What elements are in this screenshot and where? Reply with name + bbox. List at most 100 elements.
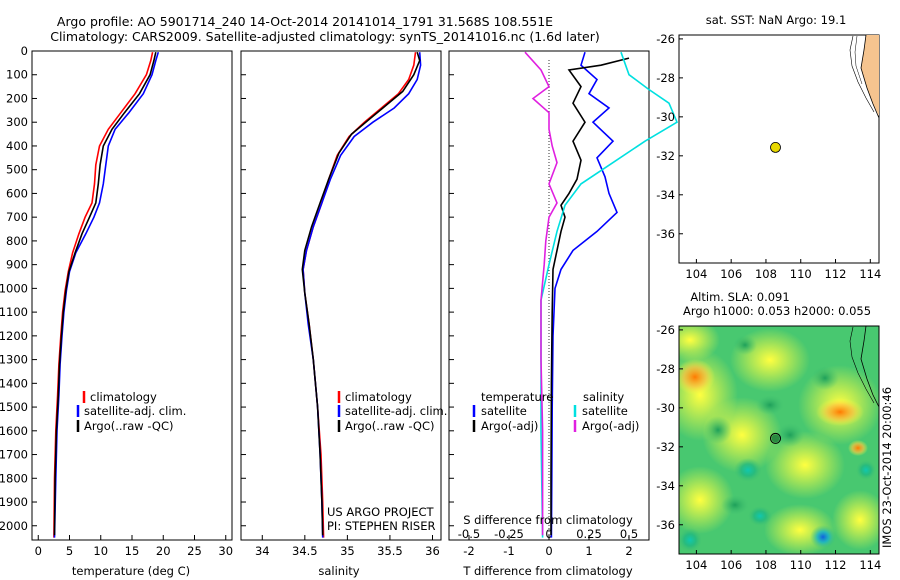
depth-tick-label: 200 bbox=[6, 91, 28, 105]
legend-label-climatology: climatology bbox=[90, 390, 157, 404]
legend-label-t-satellite: satellite bbox=[481, 404, 527, 418]
coastline-outline bbox=[860, 326, 879, 408]
latitude-tick-label: -32 bbox=[656, 440, 675, 454]
argo-float-position-marker bbox=[770, 432, 781, 444]
sla-low-patch bbox=[756, 395, 784, 415]
difference-panel: -2 -1 0 1 2 -0.5 -0.25 0 0.25 0.5 temperature sa… bbox=[448, 50, 679, 578]
longitude-tick-label: 112 bbox=[825, 558, 847, 572]
series-line-s-satellite bbox=[540, 51, 679, 538]
legend-header-temperature: temperature bbox=[481, 390, 553, 404]
legend-label-argo: Argo(..raw -QC) bbox=[345, 419, 435, 433]
sla-high-patch bbox=[679, 326, 720, 362]
s-tick-label: -0.25 bbox=[494, 527, 524, 541]
depth-tick-label: 400 bbox=[6, 139, 28, 153]
longitude-tick-label: 106 bbox=[720, 267, 742, 281]
depth-tick-label: 100 bbox=[6, 68, 28, 82]
x-tick-label: 20 bbox=[156, 544, 171, 558]
series-line-satellite-adj-clim- bbox=[53, 51, 160, 538]
longitude-tick-label: 106 bbox=[720, 558, 742, 572]
sla-deep-low-blue bbox=[810, 525, 836, 549]
continental-shelf-contour bbox=[849, 35, 875, 113]
sla-high-patch bbox=[765, 431, 845, 499]
depth-tick-label: 1200 bbox=[0, 329, 28, 343]
series-line-t-argo-adj- bbox=[550, 57, 630, 536]
latitude-tick-label: -28 bbox=[656, 71, 675, 85]
depth-tick-label: 800 bbox=[6, 234, 28, 248]
depth-tick-label: 1300 bbox=[0, 353, 28, 367]
latitude-tick-label: -34 bbox=[656, 188, 675, 202]
latitude-tick-label: -26 bbox=[656, 32, 675, 46]
sla-low-patch bbox=[811, 366, 839, 390]
shelf-contour-2 bbox=[854, 35, 863, 85]
figure-title-line1: Argo profile: AO 5901714_240 14-Oct-2014… bbox=[57, 14, 553, 29]
x-tick-label: 0 bbox=[35, 544, 42, 558]
s-tick-label: 0 bbox=[545, 527, 552, 541]
longitude-tick-label: 108 bbox=[755, 267, 777, 281]
depth-tick-label: 1500 bbox=[0, 400, 28, 414]
sla-low-patch bbox=[733, 335, 757, 355]
series-line-argo-raw-qc- bbox=[53, 52, 157, 536]
longitude-tick-label: 110 bbox=[790, 267, 812, 281]
x-tick-label: 10 bbox=[93, 544, 108, 558]
x-tick-label: 35 bbox=[340, 544, 355, 558]
s-tick-label: 0.5 bbox=[620, 527, 638, 541]
x-tick-label: 36 bbox=[425, 544, 440, 558]
coastline-outline bbox=[860, 35, 879, 119]
legend-header-salinity: salinity bbox=[583, 390, 624, 404]
difference-legend: temperature satellite Argo(-adj) salinit… bbox=[472, 390, 639, 433]
latitude-tick-label: -36 bbox=[656, 518, 675, 532]
sla-peak-orange bbox=[848, 440, 868, 456]
x-tick-label: 34 bbox=[255, 544, 270, 558]
sla-low-patch bbox=[704, 416, 732, 444]
sla-high-patch bbox=[702, 397, 782, 473]
legend-label-t-argo: Argo(-adj) bbox=[481, 419, 538, 433]
sla-low-patch bbox=[721, 495, 749, 515]
legend-label-s-satellite: satellite bbox=[582, 404, 628, 418]
salinity-xlabel: salinity bbox=[318, 564, 359, 578]
s-difference-label: S difference from climatology bbox=[463, 513, 633, 527]
sla-low-patch bbox=[776, 423, 804, 447]
depth-tick-label: 1100 bbox=[0, 305, 28, 319]
sla-high-patch bbox=[679, 466, 734, 534]
sst-map-title: sat. SST: NaN Argo: 19.1 bbox=[706, 13, 847, 27]
depth-tick-label: 1000 bbox=[0, 281, 28, 295]
s-tick-label: -0.5 bbox=[458, 527, 480, 541]
imos-credit: IMOS 23-Oct-2014 20:00:46 bbox=[880, 387, 894, 548]
temperature-profile-lines bbox=[53, 51, 160, 538]
depth-tick-label: 600 bbox=[6, 186, 28, 200]
sla-cyan-patch bbox=[734, 458, 762, 482]
x-tick-label: 5 bbox=[66, 544, 73, 558]
x-tick-label: 1 bbox=[585, 544, 592, 558]
latitude-tick-label: -34 bbox=[656, 479, 675, 493]
x-tick-label: 15 bbox=[125, 544, 140, 558]
legend-label-satellite: satellite-adj. clim. bbox=[84, 404, 186, 418]
latitude-tick-label: -32 bbox=[656, 149, 675, 163]
sla-cyan-patch bbox=[748, 506, 772, 526]
sla-heatmap bbox=[679, 326, 879, 554]
longitude-tick-label: 110 bbox=[790, 558, 812, 572]
longitude-tick-label: 108 bbox=[755, 558, 777, 572]
sla-map-panel: Altim. SLA: 0.091 Argo h1000: 0.053 h200… bbox=[656, 290, 881, 572]
sla-high-patch bbox=[832, 490, 879, 550]
temperature-axes-frame bbox=[31, 50, 233, 541]
legend-label-climatology: climatology bbox=[345, 390, 412, 404]
depth-tick-label: 1800 bbox=[0, 471, 28, 485]
sla-map-tick-labels: 104 106 108 110 112 114 -26 -28 -30 -32 -34 -36 bbox=[656, 323, 881, 572]
legend-label-s-argo: Argo(-adj) bbox=[582, 419, 639, 433]
latitude-tick-label: -26 bbox=[656, 323, 675, 337]
depth-tick-label: 300 bbox=[6, 115, 28, 129]
longitude-tick-label: 114 bbox=[859, 267, 881, 281]
sla-peak-orange bbox=[816, 398, 864, 426]
continental-shelf-contour bbox=[849, 326, 875, 404]
temperature-tick-labels: 0 5 10 15 20 25 30 bbox=[32, 50, 233, 558]
x-tick-label: -1 bbox=[503, 544, 514, 558]
x-tick-label: -2 bbox=[463, 544, 474, 558]
australia-landmass bbox=[861, 35, 879, 116]
sst-map-panel: sat. SST: NaN Argo: 19.1 104 106 108 110 112… bbox=[656, 13, 881, 281]
figure-title-line2: Climatology: CARS2009. Satellite-adjuste… bbox=[50, 29, 600, 44]
sla-cyan-patch bbox=[679, 528, 702, 552]
depth-tick-label: 0 bbox=[21, 44, 28, 58]
argo-float-position-fill bbox=[771, 434, 780, 443]
latitude-tick-label: -30 bbox=[656, 110, 675, 124]
